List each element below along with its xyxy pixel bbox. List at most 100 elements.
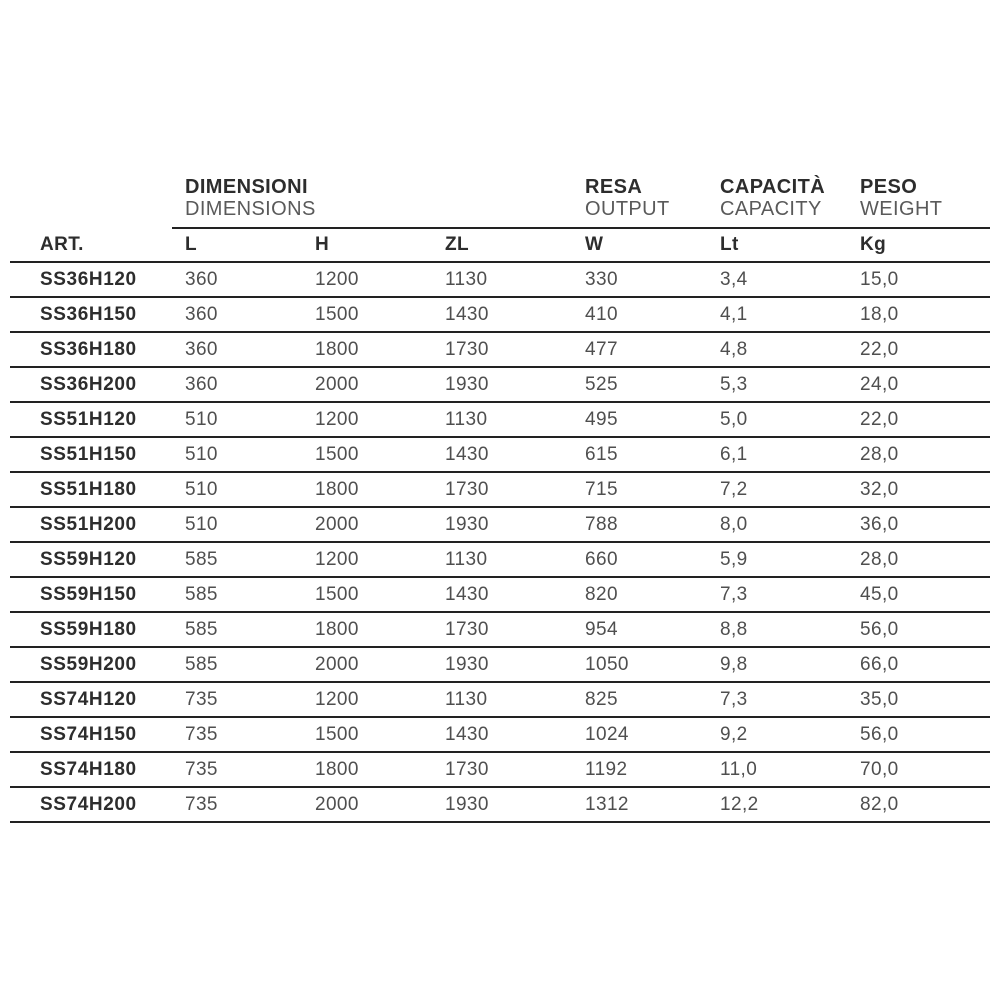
group-label-output: OUTPUT [585,198,670,220]
cell-zl: 1130 [445,542,586,578]
table-row: SS74H150 735 1500 1430 1024 9,2 56,0 [10,717,991,753]
cell-article-code: SS59H200 [10,647,172,683]
cell-zl: 1430 [445,297,586,333]
cell-zl: 1430 [445,437,586,473]
cell-height: 1200 [315,682,445,718]
cell-capacity-lt: 5,9 [720,542,861,578]
cell-article-code: SS74H120 [10,682,172,718]
cell-length: 585 [172,542,315,578]
cell-length: 510 [172,402,315,438]
cell-output-w: 1192 [585,752,721,788]
cell-weight-kg: 24,0 [860,367,991,403]
column-header-row: ART. L H ZL W Lt Kg [10,228,991,263]
cell-length: 585 [172,577,315,613]
cell-zl: 1930 [445,787,586,823]
cell-output-w: 410 [585,297,721,333]
group-label-dimensions: DIMENSIONS [185,198,316,220]
table-row: SS36H150 360 1500 1430 410 4,1 18,0 [10,297,991,333]
table-row: SS51H180 510 1800 1730 715 7,2 32,0 [10,472,991,508]
cell-output-w: 330 [585,262,721,298]
cell-zl: 1930 [445,507,586,543]
cell-capacity-lt: 11,0 [720,752,861,788]
column-header-w: W [585,228,721,263]
cell-length: 735 [172,787,315,823]
cell-weight-kg: 36,0 [860,507,991,543]
column-header-kg: Kg [860,228,991,263]
cell-height: 2000 [315,787,445,823]
cell-article-code: SS51H150 [10,437,172,473]
cell-article-code: SS51H120 [10,402,172,438]
cell-article-code: SS36H120 [10,262,172,298]
cell-article-code: SS51H200 [10,507,172,543]
cell-output-w: 495 [585,402,721,438]
column-header-zl: ZL [445,228,586,263]
cell-length: 360 [172,332,315,368]
cell-length: 360 [172,262,315,298]
table-row: SS36H120 360 1200 1130 330 3,4 15,0 [10,262,991,298]
table-body: SS36H120 360 1200 1130 330 3,4 15,0 SS36… [10,262,991,823]
group-header-capacity: CAPACITÀ CAPACITY [720,170,861,229]
cell-output-w: 1024 [585,717,721,753]
cell-height: 2000 [315,367,445,403]
cell-capacity-lt: 8,8 [720,612,861,648]
table-row: SS59H200 585 2000 1930 1050 9,8 66,0 [10,647,991,683]
table-row: SS51H200 510 2000 1930 788 8,0 36,0 [10,507,991,543]
cell-zl: 1730 [445,612,586,648]
column-header-lt: Lt [720,228,861,263]
cell-zl: 1730 [445,752,586,788]
group-label-weight: WEIGHT [860,198,943,220]
cell-capacity-lt: 3,4 [720,262,861,298]
group-label-resa: RESA [585,176,643,198]
cell-height: 2000 [315,647,445,683]
cell-article-code: SS59H120 [10,542,172,578]
group-header-output: RESA OUTPUT [585,170,721,229]
cell-length: 510 [172,472,315,508]
cell-length: 735 [172,717,315,753]
cell-zl: 1130 [445,682,586,718]
cell-zl: 1930 [445,367,586,403]
cell-output-w: 825 [585,682,721,718]
cell-capacity-lt: 4,1 [720,297,861,333]
group-header-spacer [10,170,172,228]
cell-weight-kg: 70,0 [860,752,991,788]
cell-weight-kg: 15,0 [860,262,991,298]
cell-capacity-lt: 7,3 [720,682,861,718]
cell-capacity-lt: 7,2 [720,472,861,508]
cell-capacity-lt: 4,8 [720,332,861,368]
cell-output-w: 525 [585,367,721,403]
table-row: SS74H200 735 2000 1930 1312 12,2 82,0 [10,787,991,823]
cell-height: 1500 [315,437,445,473]
cell-output-w: 615 [585,437,721,473]
column-header-l: L [172,228,315,263]
cell-length: 585 [172,647,315,683]
cell-capacity-lt: 9,8 [720,647,861,683]
cell-output-w: 715 [585,472,721,508]
cell-zl: 1430 [445,717,586,753]
cell-height: 1800 [315,752,445,788]
cell-zl: 1730 [445,332,586,368]
cell-article-code: SS59H150 [10,577,172,613]
cell-output-w: 1312 [585,787,721,823]
cell-article-code: SS74H150 [10,717,172,753]
cell-length: 360 [172,297,315,333]
cell-article-code: SS59H180 [10,612,172,648]
cell-weight-kg: 22,0 [860,402,991,438]
group-label-dimensioni: DIMENSIONI [185,176,308,198]
group-header-dimensions: DIMENSIONI DIMENSIONS [172,170,586,229]
cell-length: 585 [172,612,315,648]
cell-weight-kg: 56,0 [860,717,991,753]
cell-weight-kg: 45,0 [860,577,991,613]
cell-article-code: SS36H180 [10,332,172,368]
cell-length: 510 [172,437,315,473]
group-header-weight: PESO WEIGHT [860,170,991,229]
cell-weight-kg: 56,0 [860,612,991,648]
cell-weight-kg: 32,0 [860,472,991,508]
cell-article-code: SS74H180 [10,752,172,788]
cell-zl: 1130 [445,402,586,438]
cell-weight-kg: 18,0 [860,297,991,333]
cell-output-w: 660 [585,542,721,578]
cell-weight-kg: 35,0 [860,682,991,718]
cell-capacity-lt: 5,3 [720,367,861,403]
cell-capacity-lt: 12,2 [720,787,861,823]
column-header-h: H [315,228,445,263]
